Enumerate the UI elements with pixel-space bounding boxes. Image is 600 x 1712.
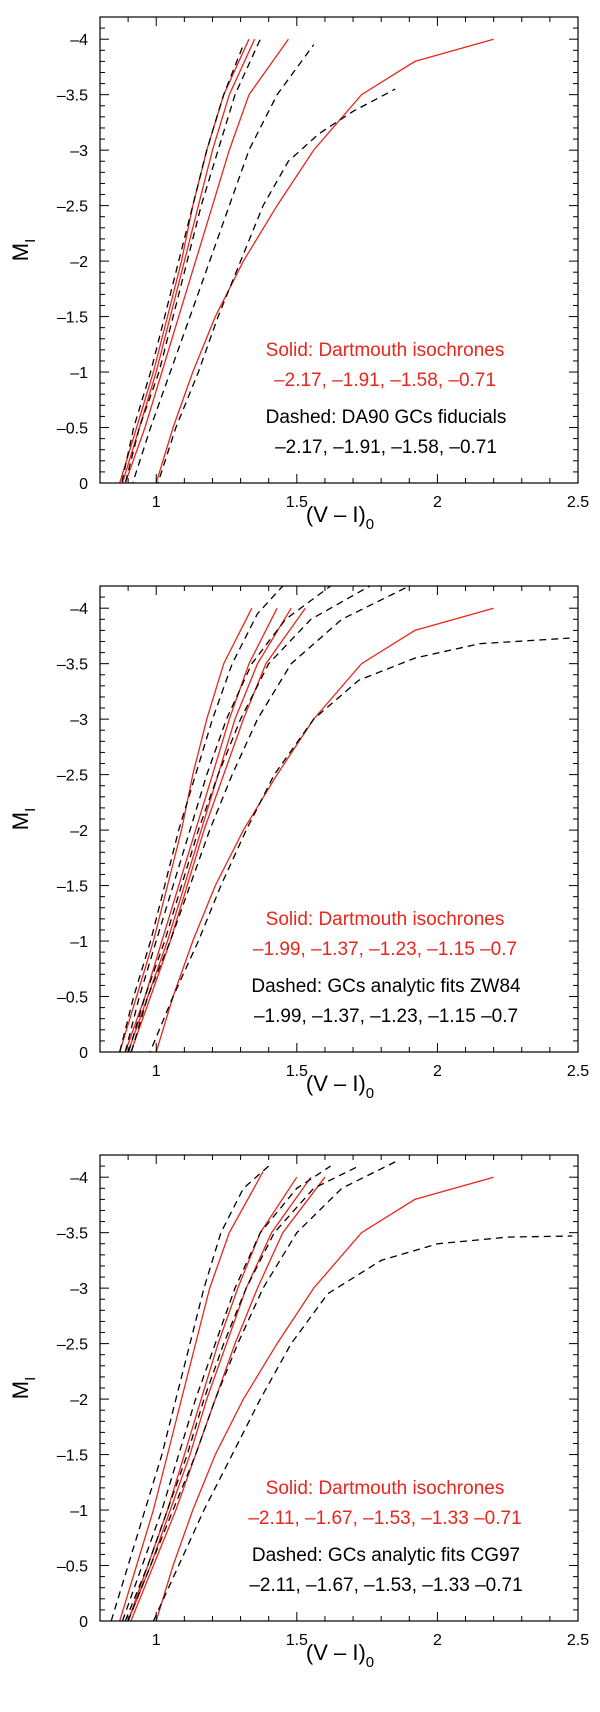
- y-tick-label: –2.5: [57, 768, 88, 785]
- series-group: [110, 1159, 573, 1621]
- y-tick-label: –2.5: [57, 1337, 88, 1354]
- x-axis-label: (V – I)0: [306, 502, 374, 533]
- legend-dashed-title: Dashed: GCs analytic fits ZW84: [251, 976, 521, 997]
- x-tick-label: 1.5: [286, 1063, 308, 1080]
- x-tick-label: 1.5: [286, 494, 308, 511]
- y-tick-label: –2: [70, 823, 88, 840]
- legend-dashed-values: –2.11, –1.67, –1.53, –1.33 –0.71: [249, 1575, 522, 1596]
- x-tick-label: 1: [152, 1632, 161, 1649]
- dashed-fiducial-line-10: [152, 1235, 573, 1621]
- y-axis-label: MI: [8, 239, 39, 262]
- series-group: [119, 586, 570, 1052]
- dashed-fiducial-line-6: [110, 1165, 270, 1621]
- x-tick-label: 2: [433, 1632, 442, 1649]
- solid-isochrone-line-4: [155, 38, 494, 483]
- y-tick-label: –1.5: [57, 879, 88, 896]
- y-tick-label: –4: [70, 32, 88, 49]
- series-group: [119, 38, 494, 483]
- y-tick-label: –3.5: [57, 88, 88, 105]
- legend-solid-values: –1.99, –1.37, –1.23, –1.15 –0.7: [253, 939, 517, 960]
- dashed-fiducial-line-8: [127, 586, 371, 1052]
- x-axis-label: (V – I)0: [306, 1640, 374, 1671]
- legend-dashed-title: Dashed: DA90 GCs fiducials: [266, 407, 507, 428]
- y-tick-label: –0.5: [57, 421, 88, 438]
- y-tick-label: –1: [70, 934, 88, 951]
- y-tick-label: –2.5: [57, 199, 88, 216]
- chart-panel-3: 1 1.5 2 2.5 0 –0.5 –1 –1.5 –2 –2.5 –3 –3.5 –4 (V – I)…: [0, 1138, 600, 1707]
- y-tick-label: 0: [79, 1614, 88, 1631]
- chart-2-svg: 1 1.5 2 2.5 0 –0.5 –1 –1.5 –2 –2.5 –3 –3.5 –4 (V – I)…: [8, 585, 589, 1102]
- y-tick-label: –1.5: [57, 1448, 88, 1465]
- y-tick-label: –3: [70, 143, 88, 160]
- dashed-fiducial-line-6: [119, 586, 284, 1052]
- y-tick-label: –0.5: [57, 990, 88, 1007]
- y-tick-label: 0: [79, 476, 88, 493]
- solid-isochrone-line-2: [121, 38, 256, 483]
- dashed-fiducial-line-9: [130, 586, 410, 1052]
- solid-isochrone-line-4: [130, 1176, 326, 1621]
- y-tick-label: –1: [70, 365, 88, 382]
- chart-panel-1: 1 1.5 2 2.5 0 –0.5 –1 –1.5 –2 –2.5 –3 –3.5 –4 (V – I)…: [0, 0, 600, 569]
- solid-isochrone-line-1: [119, 1171, 264, 1621]
- dashed-fiducial-line-7: [131, 44, 315, 483]
- x-axis-label: (V – I)0: [306, 1071, 374, 1102]
- x-tick-label: 2.5: [567, 494, 589, 511]
- y-tick-label: –0.5: [57, 1559, 88, 1576]
- y-tick-label: –1: [70, 1503, 88, 1520]
- legend-dashed-title: Dashed: GCs analytic fits CG97: [252, 1545, 520, 1566]
- solid-isochrone-line-2: [127, 1176, 298, 1621]
- x-tick-label: 1.5: [286, 1632, 308, 1649]
- solid-isochrone-line-1: [119, 38, 250, 483]
- y-tick-label: –3.5: [57, 1226, 88, 1243]
- dashed-fiducial-line-10: [149, 637, 570, 1052]
- x-tick-label: 2.5: [567, 1063, 589, 1080]
- dashed-fiducial-line-6: [124, 38, 261, 483]
- y-tick-label: –4: [70, 601, 88, 618]
- dashed-fiducial-line-7: [124, 586, 331, 1052]
- solid-isochrone-line-3: [127, 1176, 312, 1621]
- dashed-fiducial-line-7: [121, 1165, 331, 1621]
- legend-solid-values: –2.11, –1.67, –1.53, –1.33 –0.71: [248, 1508, 521, 1529]
- x-tick-label: 2: [433, 1063, 442, 1080]
- y-tick-label: –2: [70, 1392, 88, 1409]
- legend-solid-title: Solid: Dartmouth isochrones: [266, 909, 505, 930]
- solid-isochrone-line-3: [127, 607, 292, 1052]
- chart-panel-2: 1 1.5 2 2.5 0 –0.5 –1 –1.5 –2 –2.5 –3 –3.5 –4 (V – I)…: [0, 569, 600, 1138]
- dashed-fiducial-line-8: [124, 1165, 359, 1621]
- y-tick-label: 0: [79, 1045, 88, 1062]
- y-axis-label: MI: [8, 808, 39, 831]
- x-tick-label: 1: [152, 1063, 161, 1080]
- y-tick-label: –3: [70, 712, 88, 729]
- y-tick-label: –3.5: [57, 657, 88, 674]
- y-tick-label: –4: [70, 1170, 88, 1187]
- y-tick-label: –3: [70, 1281, 88, 1298]
- solid-isochrone-line-4: [130, 607, 306, 1052]
- legend-dashed-values: –1.99, –1.37, –1.23, –1.15 –0.7: [254, 1006, 518, 1027]
- y-tick-label: –2: [70, 254, 88, 271]
- chart-3-svg: 1 1.5 2 2.5 0 –0.5 –1 –1.5 –2 –2.5 –3 –3.5 –4 (V – I)…: [8, 1154, 589, 1671]
- legend-solid-values: –2.17, –1.91, –1.58, –0.71: [274, 370, 496, 391]
- solid-isochrone-line-2: [124, 607, 278, 1052]
- x-tick-label: 2.5: [567, 1632, 589, 1649]
- y-axis-label: MI: [8, 1377, 39, 1400]
- solid-isochrone-line-1: [119, 607, 253, 1052]
- solid-isochrone-line-3: [124, 38, 289, 483]
- chart-1-svg: 1 1.5 2 2.5 0 –0.5 –1 –1.5 –2 –2.5 –3 –3.5 –4 (V – I)…: [8, 16, 589, 533]
- dashed-fiducial-line-8: [157, 88, 396, 483]
- legend-dashed-values: –2.17, –1.91, –1.58, –0.71: [275, 437, 497, 458]
- x-tick-label: 1: [152, 494, 161, 511]
- solid-isochrone-line-5: [155, 1176, 494, 1621]
- y-tick-label: –1.5: [57, 310, 88, 327]
- dashed-fiducial-line-9: [127, 1159, 399, 1621]
- legend-solid-title: Solid: Dartmouth isochrones: [266, 340, 505, 361]
- dashed-fiducial-line-5: [121, 44, 245, 483]
- legend-solid-title: Solid: Dartmouth isochrones: [266, 1478, 505, 1499]
- x-tick-label: 2: [433, 494, 442, 511]
